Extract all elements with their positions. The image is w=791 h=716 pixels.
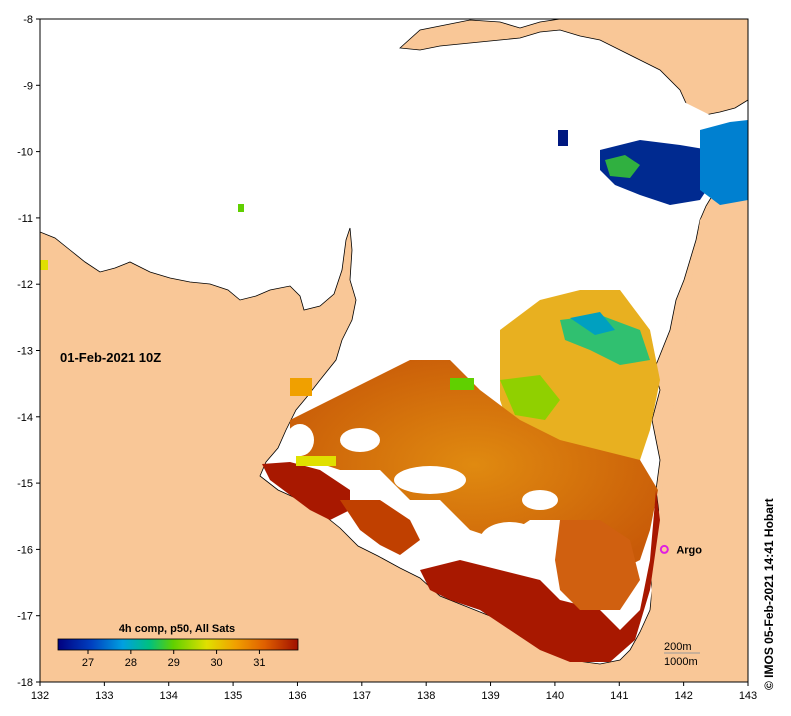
land-png [399, 19, 748, 117]
x-tick-label: 135 [224, 690, 242, 702]
y-tick-label: -18 [17, 677, 33, 689]
x-tick-label: 132 [31, 690, 49, 702]
date-label: 01-Feb-2021 10Z [60, 350, 161, 365]
y-tick-label: -16 [17, 544, 33, 556]
no-data-gaps [286, 424, 558, 558]
x-tick-label: 142 [674, 690, 692, 702]
isobath-label-1000m: 1000m [664, 656, 698, 668]
isobath-legend: 200m 1000m [664, 641, 700, 668]
y-axis: -8 -9 -10 -11 -12 -13 -14 -15 -16 -17 -18 [17, 14, 40, 689]
isobath-label-200m: 200m [664, 641, 692, 653]
x-tick-label: 137 [353, 690, 371, 702]
colorbar-tick-label: 30 [210, 657, 222, 669]
imos-credit: © IMOS 05-Feb-2021 14:41 Hobart [762, 498, 776, 690]
colorbar-title: 4h comp, p50, All Sats [119, 623, 235, 635]
y-tick-label: -13 [17, 346, 33, 358]
x-tick-label: 134 [160, 690, 178, 702]
x-tick-label: 140 [546, 690, 564, 702]
y-tick-label: -11 [18, 213, 33, 225]
colorbar-tick-label: 31 [253, 657, 265, 669]
colorbar-ramp [57, 638, 299, 651]
colorbar-tick-label: 29 [168, 657, 180, 669]
land-arnhem [40, 159, 748, 682]
y-tick-label: -17 [17, 611, 33, 623]
y-tick-label: -14 [17, 412, 33, 424]
argo-float-marker: Argo [659, 544, 702, 556]
x-tick-label: 133 [95, 690, 113, 702]
y-tick-label: -10 [17, 147, 33, 159]
x-tick-label: 139 [481, 690, 499, 702]
colorbar-tick-label: 28 [125, 657, 137, 669]
land-cape-york-east [650, 150, 748, 682]
y-tick-label: -12 [17, 279, 33, 291]
colorbar-tick-label: 27 [82, 657, 94, 669]
y-tick-label: -15 [17, 478, 33, 490]
argo-label: Argo [676, 544, 702, 556]
x-axis: 132 133 134 135 136 137 138 139 140 141 142 143 [31, 682, 757, 702]
x-tick-label: 143 [739, 690, 757, 702]
sst-data-layer [40, 120, 748, 662]
y-tick-label: -9 [23, 80, 33, 92]
x-tick-label: 136 [288, 690, 306, 702]
x-tick-label: 138 [417, 690, 435, 702]
x-tick-label: 141 [610, 690, 628, 702]
colorbar: 4h comp, p50, All Sats 27 28 29 30 31 [57, 623, 299, 669]
y-tick-label: -8 [23, 14, 33, 26]
